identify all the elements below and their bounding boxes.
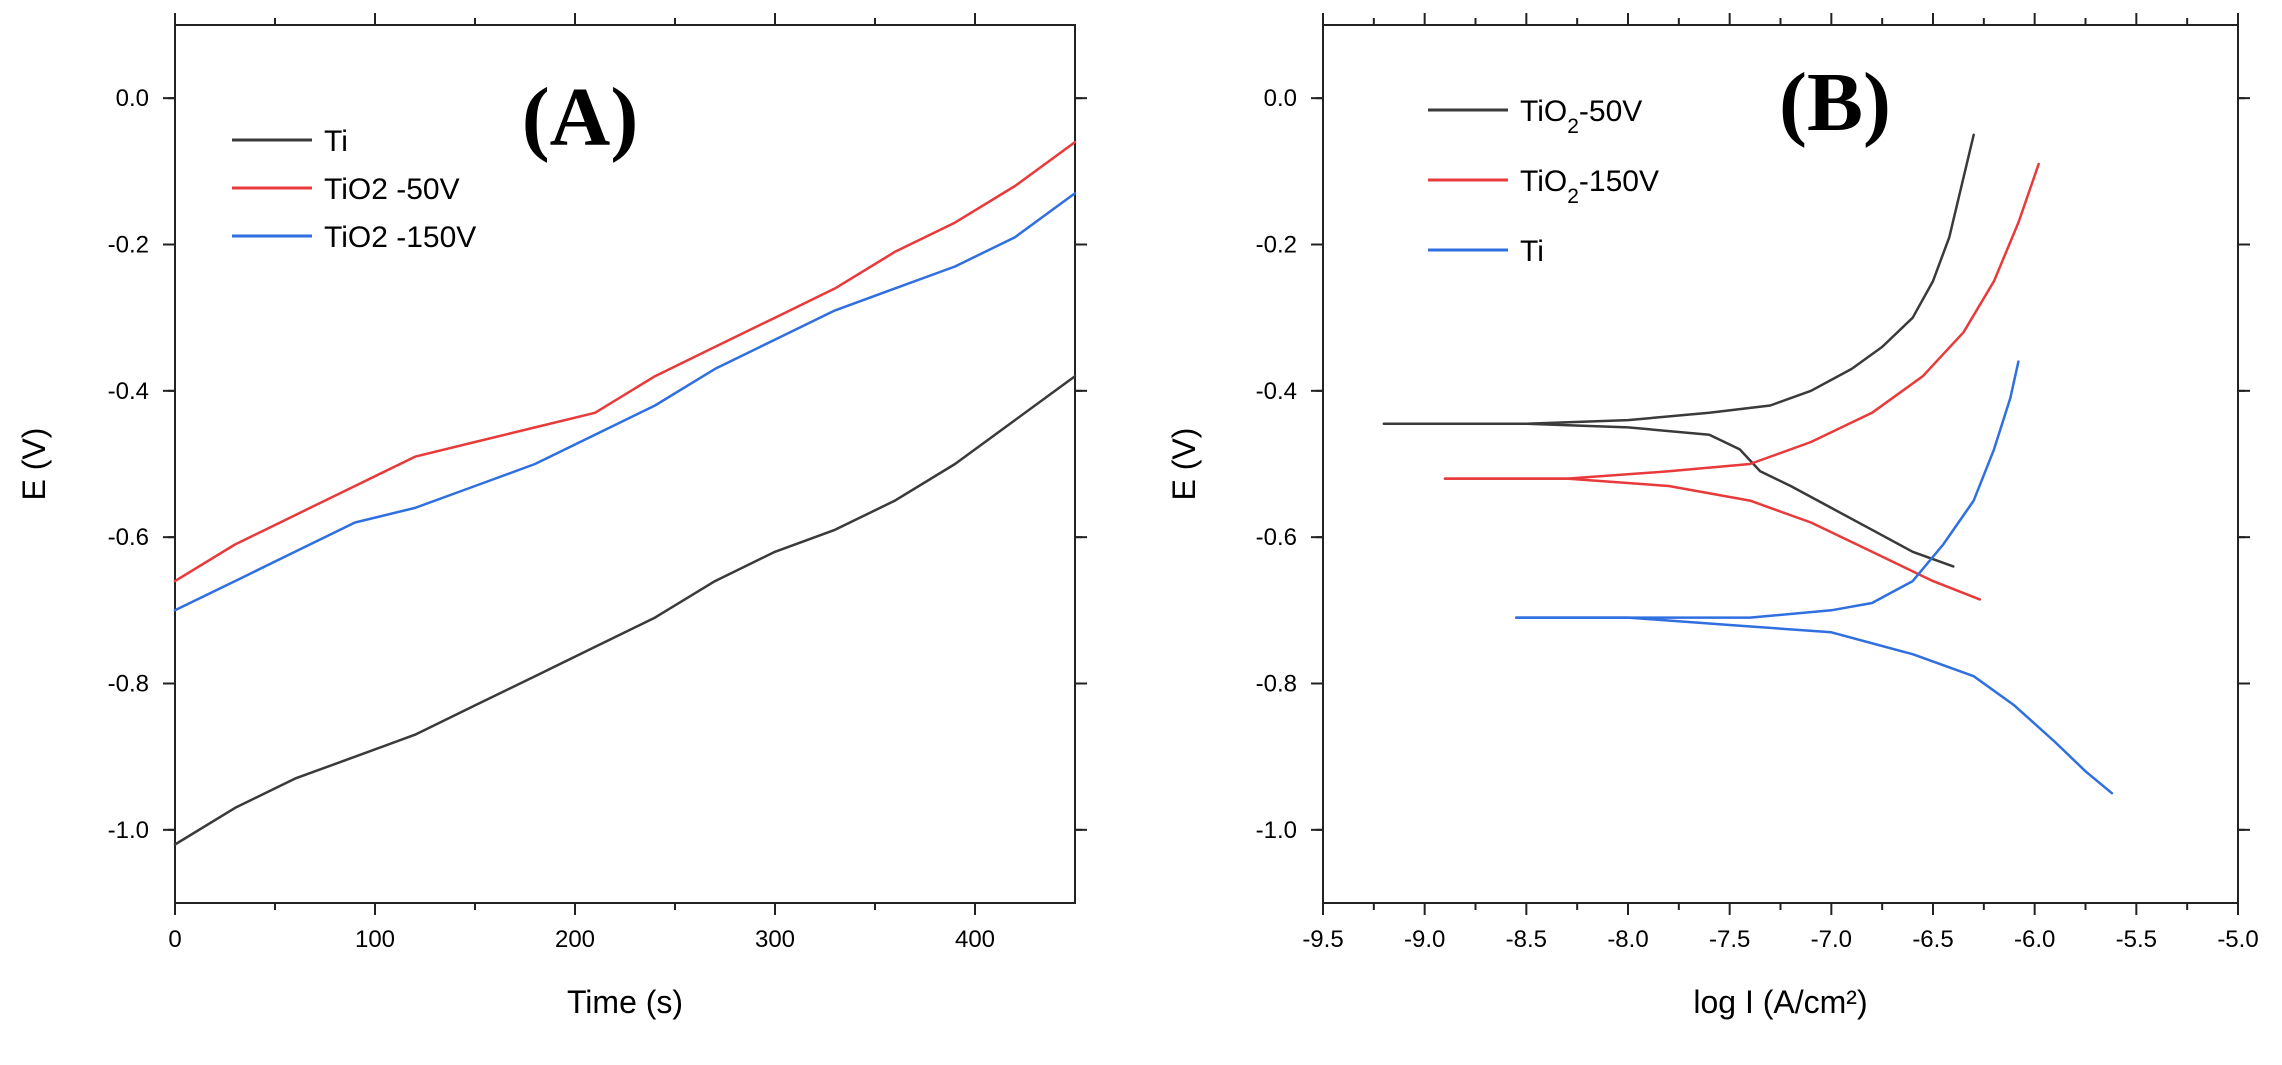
y-tick-label: -0.2 xyxy=(1256,232,1297,259)
x-tick-label: 100 xyxy=(355,926,395,953)
legend-label: TiO2 -50V xyxy=(324,173,460,206)
y-tick-label: -1.0 xyxy=(1256,817,1297,844)
panel-b: -9.5 -9.0 -8.5 -8.0 -7.5 -7.0 -6.5 -6.0 -5.5 -5.0… xyxy=(1166,13,2259,1020)
x-tick-label: -5.0 xyxy=(2217,926,2258,953)
y-tick-label: -0.6 xyxy=(108,524,149,551)
y-tick-label: -1.0 xyxy=(108,817,149,844)
series-line-1-branch-1 xyxy=(1382,133,1975,426)
y-tick-label: -0.8 xyxy=(1256,671,1297,698)
y-tick-label: -0.8 xyxy=(108,671,149,698)
panel-label: (A) xyxy=(522,71,639,164)
legend-label: TiO2-150V xyxy=(1520,165,1659,208)
x-tick-label: -6.0 xyxy=(2014,926,2055,953)
x-axis-title: log I (A/cm²) xyxy=(1693,984,1867,1020)
x-tick-label: -9.0 xyxy=(1404,926,1445,953)
x-tick-label: -7.5 xyxy=(1709,926,1750,953)
x-tick-label: 200 xyxy=(555,926,595,953)
series-line-1 xyxy=(173,374,1077,846)
series-line-3-branch-1 xyxy=(1514,360,2020,619)
x-tick-label: 300 xyxy=(755,926,795,953)
series-line-3-branch-2 xyxy=(1514,616,2114,795)
x-tick-label: 0 xyxy=(168,926,181,953)
legend-label: TiO2 -150V xyxy=(324,221,476,254)
panel-a: 0 100 200 300 400 0.0 -0.2 -0.4 -0.6 -0.8 -1.0 Time… xyxy=(16,13,1087,1020)
series-line-2-branch-1 xyxy=(1443,162,2040,480)
series-line-2-branch-2 xyxy=(1443,477,1982,601)
y-tick-label: -0.2 xyxy=(108,232,149,259)
series-line-2 xyxy=(173,140,1077,583)
y-tick-label: -0.4 xyxy=(1256,378,1297,405)
x-tick-label: -5.5 xyxy=(2116,926,2157,953)
y-axis-title: E (V) xyxy=(16,428,52,501)
x-tick-label: -7.0 xyxy=(1811,926,1852,953)
legend-label: Ti xyxy=(324,125,348,158)
y-tick-label: 0.0 xyxy=(116,85,149,112)
series-line-3 xyxy=(173,192,1077,612)
x-tick-label: -8.5 xyxy=(1506,926,1547,953)
plot-frame xyxy=(1322,24,2239,904)
x-tick-label: -9.5 xyxy=(1302,926,1343,953)
x-tick-label: 400 xyxy=(955,926,995,953)
x-tick-label: -8.0 xyxy=(1607,926,1648,953)
plot-frame xyxy=(174,24,1076,904)
legend-label: Ti xyxy=(1520,235,1544,268)
y-tick-label: 0.0 xyxy=(1264,85,1297,112)
x-axis-title: Time (s) xyxy=(567,984,683,1020)
panel-label: (B) xyxy=(1779,56,1891,149)
y-tick-label: -0.4 xyxy=(108,378,149,405)
y-axis-title: E (V) xyxy=(1166,428,1202,501)
x-tick-label: -6.5 xyxy=(1912,926,1953,953)
series-line-1-branch-2 xyxy=(1382,422,1955,568)
y-tick-label: -0.6 xyxy=(1256,524,1297,551)
legend-label: TiO2-50V xyxy=(1520,95,1642,138)
